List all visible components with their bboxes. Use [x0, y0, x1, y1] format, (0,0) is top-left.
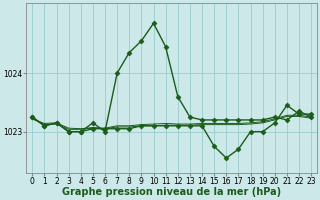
X-axis label: Graphe pression niveau de la mer (hPa): Graphe pression niveau de la mer (hPa): [62, 187, 281, 197]
